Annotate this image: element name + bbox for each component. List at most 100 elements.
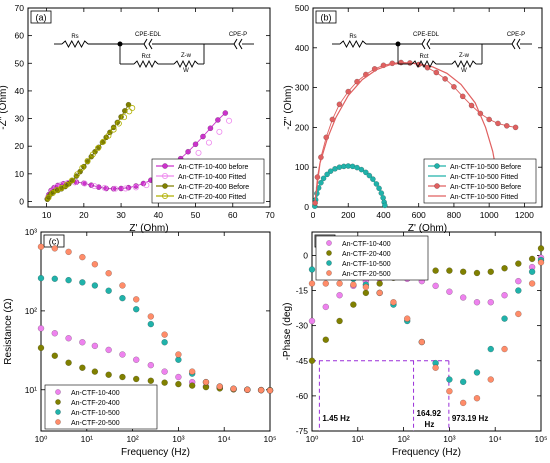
data-point <box>459 294 467 301</box>
y-tick-label: 10² <box>25 306 37 316</box>
x-tick-label: 800 <box>447 210 461 220</box>
data-point <box>322 303 330 311</box>
legend-item: An-CTF-10-500 Fitted <box>428 194 518 201</box>
x-tick-label: 600 <box>412 210 426 220</box>
x-tick-label: 40 <box>154 210 164 220</box>
y-tick-label: 40 <box>15 86 25 96</box>
data-point <box>501 265 508 272</box>
series-2 <box>314 165 385 206</box>
circuit-label: CPE-EDL <box>413 32 440 38</box>
circuit-label: Z-w <box>459 53 470 59</box>
data-point <box>216 128 223 135</box>
cpe-edl-symbol <box>421 38 426 50</box>
data-point <box>266 387 274 394</box>
y-tick-label: 50 <box>15 58 25 68</box>
data-point <box>79 253 86 261</box>
data-point <box>495 120 501 127</box>
data-point <box>65 276 72 284</box>
circuit-label: Rct <box>142 54 151 60</box>
data-point <box>257 386 265 394</box>
annotation-label-unit: Hz <box>425 420 435 429</box>
legend-label: An-CTF-10-400 <box>342 241 391 248</box>
x-tick-label: 10 <box>42 210 52 220</box>
data-point <box>119 294 126 302</box>
data-point <box>459 378 467 386</box>
data-point <box>468 102 475 109</box>
x-axis-label: Z' (Ohm) <box>129 223 168 234</box>
legend-item: An-CTF-20-400 Fitted <box>156 192 246 201</box>
data-point <box>501 315 508 322</box>
data-point <box>188 368 196 375</box>
x-tick-label: 10³ <box>443 434 455 444</box>
y-tick-label: 10³ <box>25 227 37 237</box>
legend-marker <box>326 260 332 266</box>
resistor-rs <box>339 40 367 48</box>
legend-box <box>44 384 158 430</box>
data-point <box>473 394 481 402</box>
data-point <box>528 255 536 263</box>
data-point <box>446 288 453 295</box>
legend-marker <box>55 389 61 395</box>
legend-marker <box>55 419 61 425</box>
annotation-label: 1.45 Hz <box>322 414 350 423</box>
legend-item: An-CTF-10-500 Before <box>428 183 521 191</box>
x-tick-label: 0 <box>311 210 316 220</box>
data-point <box>63 181 70 188</box>
legend-marker <box>55 409 61 415</box>
data-point <box>74 171 81 178</box>
legend-marker <box>162 183 168 189</box>
data-point <box>147 361 155 369</box>
warburg-element <box>173 59 199 69</box>
data-point <box>487 376 495 383</box>
data-point <box>322 280 330 287</box>
data-point <box>308 317 316 325</box>
data-point <box>140 180 147 187</box>
y-axis-label: -Z'' (Ohm) <box>0 85 9 129</box>
cpe-p-symbol <box>238 38 243 50</box>
data-point <box>308 266 316 273</box>
data-point <box>91 368 99 375</box>
data-point <box>45 194 52 201</box>
x-tick-label: 200 <box>341 210 355 220</box>
legend-marker <box>326 270 332 276</box>
x-tick-label: 1000 <box>480 210 499 220</box>
data-point <box>205 139 212 146</box>
circuit-label: Rs <box>349 34 356 40</box>
y-tick-label: -30 <box>296 321 309 331</box>
data-point <box>143 182 150 189</box>
y-tick-label: 400 <box>295 43 309 53</box>
legend-item: An-CTF-10-400 before <box>156 163 249 171</box>
legend-marker <box>161 172 168 179</box>
data-point <box>79 164 86 171</box>
legend-marker <box>326 250 332 256</box>
data-point <box>81 180 88 187</box>
cpe-edl-symbol <box>143 38 148 50</box>
x-tick-label: 10² <box>397 434 409 444</box>
data-point <box>121 107 128 114</box>
data-point <box>366 172 373 179</box>
data-point <box>195 149 202 156</box>
cpe-p-symbol <box>516 38 521 50</box>
panel-label: (c) <box>43 234 65 248</box>
series-4 <box>308 259 545 407</box>
legend-label: An-CTF-10-500 <box>342 261 391 268</box>
legend: An-CTF-10-500 Before An-CTF-10-500 Fitted… <box>423 158 537 204</box>
panel-label-box <box>30 10 52 24</box>
data-point <box>459 399 467 407</box>
data-point <box>105 269 112 277</box>
data-point <box>37 325 45 332</box>
cpe-edl-symbol <box>426 38 431 50</box>
data-point <box>175 380 182 388</box>
data-point <box>432 282 439 290</box>
data-point <box>336 317 343 325</box>
data-point <box>486 116 493 123</box>
panel-label: (a) <box>30 10 52 24</box>
data-point <box>89 151 96 158</box>
data-point <box>49 190 56 197</box>
chart-panel-4: 10⁰ 10¹ 10² 10³ 10⁴ 10⁵ -75 -60 -45 -30 -15 0 Freque… <box>282 231 547 458</box>
series-4 <box>45 105 136 201</box>
x-tick-label: 10² <box>126 434 138 444</box>
data-point <box>121 114 128 121</box>
circuit-label: CPE-P <box>229 32 247 38</box>
